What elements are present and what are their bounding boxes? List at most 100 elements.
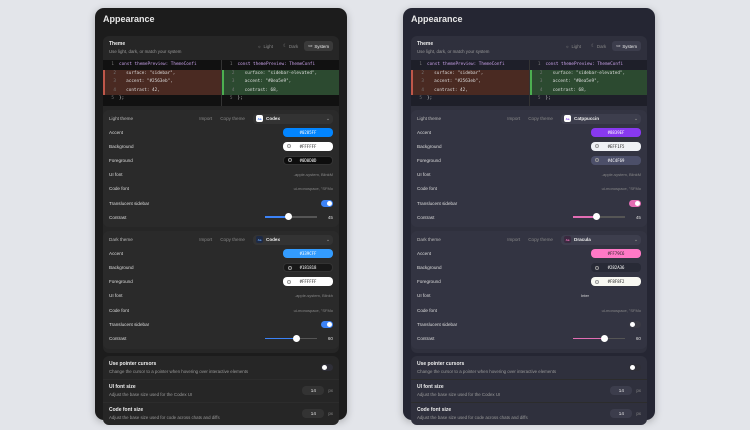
font-size-input[interactable]: 14 xyxy=(610,386,633,396)
translucent-sidebar-toggle[interactable] xyxy=(321,320,333,328)
ui-font-label: UI font xyxy=(109,172,123,178)
theme-preset-select[interactable]: Aa Dracula ⌄ xyxy=(561,234,641,245)
ui-font-label: UI font xyxy=(109,293,123,299)
font-size-input[interactable]: 14 xyxy=(302,409,325,419)
theme-preset-select[interactable]: Aa Catppuccin ⌄ xyxy=(561,113,641,124)
code-text: accent: "#2563eb", xyxy=(429,79,481,85)
ui-font-input[interactable]: -apple-system, Blinkh xyxy=(294,293,333,299)
line-number: 1 xyxy=(537,62,541,67)
foreground-color-picker[interactable]: #F8F8F2 xyxy=(591,277,641,287)
accent-color-picker[interactable]: #FF79C6 xyxy=(591,248,641,258)
translucent-sidebar-toggle[interactable] xyxy=(321,199,333,207)
code-text: const themePreview: ThemeConfi xyxy=(545,62,624,67)
preset-name: Catppuccin xyxy=(574,116,600,121)
accent-color-picker[interactable]: #339CFF xyxy=(283,248,333,258)
accent-row: Accent #0285FF xyxy=(109,125,333,139)
pointer-cursor-toggle[interactable] xyxy=(321,363,333,371)
translucent-sidebar-toggle[interactable] xyxy=(629,199,641,207)
mode-label: System xyxy=(622,43,637,49)
section-title: Dark theme xyxy=(417,237,441,243)
pointer-cursor-toggle[interactable] xyxy=(629,363,641,371)
import-button[interactable]: Import xyxy=(507,237,521,243)
code-font-input[interactable]: ui-monospace, "SFMo xyxy=(601,186,641,192)
foreground-color-picker[interactable]: #FFFFFF xyxy=(283,277,333,287)
theme-preset-select[interactable]: Aa Codex ⌄ xyxy=(253,113,333,124)
unit-label: px xyxy=(328,411,333,417)
background-color-picker[interactable]: #EFF1F5 xyxy=(591,141,641,151)
background-color-picker[interactable]: #282A36 xyxy=(591,263,641,273)
foreground-color-picker[interactable]: #4C4F69 xyxy=(591,155,641,165)
font-size-input[interactable]: 14 xyxy=(610,409,633,419)
code-font-label: Code font xyxy=(417,307,437,313)
code-font-label: Code font xyxy=(417,186,437,192)
theme-diff-preview: 1 const themePreview: ThemeConfi 2 surface… xyxy=(411,60,647,106)
moon-icon: ☾ xyxy=(282,43,287,48)
dark-theme-section: Dark theme Import Copy theme Aa Codex ⌄ Ac… xyxy=(103,231,339,349)
ui-font-input[interactable]: -apple-system, BlinkM xyxy=(293,172,333,178)
code-font-input[interactable]: ui-monospace, "SFMo xyxy=(601,307,641,313)
background-color-picker[interactable]: #FFFFFF xyxy=(283,141,333,151)
theme-mode-dark[interactable]: ☾ Dark xyxy=(587,41,610,51)
diff-line: 4 contrast: 68, xyxy=(221,86,339,96)
ui-font-input[interactable]: Inter xyxy=(581,293,590,299)
background-label: Background xyxy=(109,265,134,271)
contrast-slider[interactable] xyxy=(573,213,625,221)
background-color-picker[interactable]: #181818 xyxy=(283,263,333,273)
contrast-slider[interactable] xyxy=(573,334,625,342)
line-number: 2 xyxy=(421,70,424,76)
background-label: Background xyxy=(417,143,442,149)
sun-icon: ☼ xyxy=(565,43,570,49)
slider-thumb[interactable] xyxy=(284,213,292,221)
foreground-row: Foreground #4C4F69 xyxy=(417,153,641,167)
color-swatch-icon xyxy=(595,144,599,149)
copy-theme-button[interactable]: Copy theme xyxy=(528,237,553,243)
code-font-input[interactable]: ui-monospace, "SFMo xyxy=(293,186,333,192)
preset-name: Codex xyxy=(266,116,281,121)
import-button[interactable]: Import xyxy=(507,116,521,121)
mode-label: Light xyxy=(263,43,273,49)
color-swatch-icon xyxy=(287,144,291,149)
theme-mode-system[interactable]: ▭ System xyxy=(612,41,641,51)
foreground-color-picker[interactable]: #0D0D0D xyxy=(283,155,333,165)
line-number: 4 xyxy=(421,87,424,93)
theme-preset-select[interactable]: Aa Codex ⌄ xyxy=(253,234,333,245)
accent-color-picker[interactable]: #8839EF xyxy=(591,127,641,137)
import-button[interactable]: Import xyxy=(199,237,213,243)
diff-line: 5}; xyxy=(103,95,221,104)
line-number: 3 xyxy=(539,79,543,85)
contrast-slider[interactable] xyxy=(265,213,317,221)
code-text: contrast: 42, xyxy=(429,87,468,93)
background-hex: #181818 xyxy=(299,265,317,271)
slider-thumb[interactable] xyxy=(600,334,608,342)
code-text: accent: "#0ea5e9", xyxy=(239,79,292,85)
line-number: 4 xyxy=(113,87,116,93)
copy-theme-button[interactable]: Copy theme xyxy=(220,237,245,243)
contrast-value: 45 xyxy=(635,214,641,220)
foreground-row: Foreground #FFFFFF xyxy=(109,275,333,289)
slider-thumb[interactable] xyxy=(592,213,600,221)
code-font-input[interactable]: ui-monospace, "SFMo xyxy=(293,307,333,313)
copy-theme-button[interactable]: Copy theme xyxy=(220,116,245,121)
font-size-input[interactable]: 14 xyxy=(302,386,325,396)
theme-mode-light[interactable]: ☼ Light xyxy=(253,41,277,51)
ui-font-input[interactable]: -apple-system, BlinkM xyxy=(601,172,641,178)
accent-color-picker[interactable]: #0285FF xyxy=(283,127,333,137)
theme-mode-light[interactable]: ☼ Light xyxy=(561,41,585,51)
setting-description: Change the cursor to a pointer when hove… xyxy=(109,368,249,374)
accent-label: Accent xyxy=(417,250,432,256)
translucent-sidebar-label: Translucent sidebar xyxy=(417,321,458,327)
line-number: 1 xyxy=(229,62,233,67)
theme-mode-dark[interactable]: ☾ Dark xyxy=(279,41,302,51)
background-label: Background xyxy=(417,265,442,271)
theme-card: Theme Use light, dark, or match your syst… xyxy=(103,36,339,353)
import-button[interactable]: Import xyxy=(199,116,213,121)
diff-line: 1 const themePreview: ThemeConfi xyxy=(222,61,340,70)
copy-theme-button[interactable]: Copy theme xyxy=(528,116,553,121)
section-title: Dark theme xyxy=(109,237,133,243)
slider-thumb[interactable] xyxy=(292,334,300,342)
contrast-slider[interactable] xyxy=(265,334,317,342)
code-font-label: Code font xyxy=(109,186,129,192)
theme-mode-system[interactable]: ▭ System xyxy=(304,41,333,51)
translucent-sidebar-toggle[interactable] xyxy=(629,320,641,328)
page-title: Appearance xyxy=(411,14,463,24)
